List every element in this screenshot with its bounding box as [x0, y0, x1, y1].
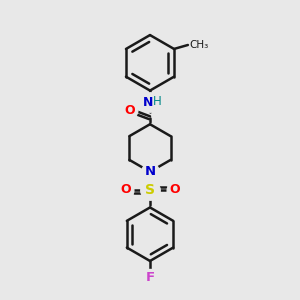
- Text: O: O: [124, 104, 134, 117]
- Text: N: N: [144, 165, 156, 178]
- Text: O: O: [169, 183, 180, 196]
- Text: F: F: [146, 271, 154, 284]
- Text: N: N: [143, 96, 153, 109]
- Text: S: S: [145, 183, 155, 196]
- Text: CH₃: CH₃: [189, 40, 208, 50]
- Text: H: H: [153, 95, 161, 108]
- Text: O: O: [120, 183, 130, 196]
